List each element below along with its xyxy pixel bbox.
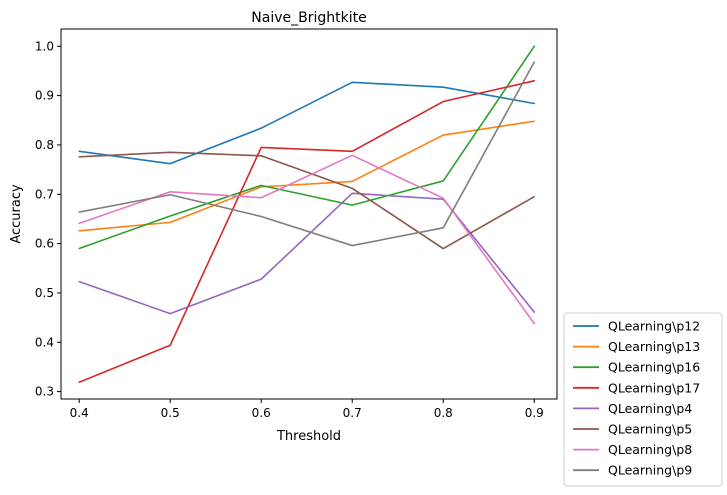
series-line-5: [78, 151, 536, 250]
y-tick-label: 0.4: [35, 335, 54, 349]
axis-layer: 0.4 0.5 0.6 0.7 0.8 0.9 0.3 0.4 0.5 0.6 0.7 0.8 0.9 1…: [35, 39, 544, 420]
chart-title: Naive_Brightkite: [251, 10, 366, 26]
y-tick-label: 0.6: [35, 237, 54, 251]
y-axis-label: Accuracy: [9, 184, 24, 244]
y-tick-label: 0.8: [35, 138, 54, 152]
legend-label: QLearning\p8: [608, 442, 692, 457]
x-tick-label: 0.6: [252, 406, 271, 420]
x-tick-label: 0.9: [525, 406, 544, 420]
y-tick-label: 0.5: [35, 286, 54, 300]
legend: QLearning\p12 QLearning\p13 QLearning\p16 Q…: [563, 312, 723, 487]
y-tick-label: 0.9: [35, 89, 54, 103]
legend-label: QLearning\p9: [608, 463, 692, 478]
x-tick-label: 0.8: [434, 406, 453, 420]
x-tick-label: 0.7: [343, 406, 362, 420]
y-tick-label: 0.3: [35, 385, 54, 399]
plot-frame: [60, 28, 558, 400]
y-tick-label: 1.0: [35, 39, 54, 53]
series-line-3: [78, 80, 536, 384]
series-line-4: [78, 192, 536, 315]
x-tick-label: 0.4: [70, 406, 89, 420]
series-line-7: [78, 61, 536, 247]
series-line-1: [78, 120, 536, 232]
legend-label: QLearning\p4: [608, 401, 692, 416]
legend-label: QLearning\p12: [608, 319, 700, 334]
x-axis-label: Threshold: [276, 429, 341, 444]
series-layer: [78, 45, 536, 384]
legend-label: QLearning\p13: [608, 339, 700, 354]
series-line-0: [78, 81, 536, 165]
plot-area: [60, 28, 558, 400]
x-tick-label: 0.5: [161, 406, 180, 420]
series-line-2: [78, 45, 536, 250]
series-line-6: [78, 154, 536, 325]
legend-label: QLearning\p17: [608, 380, 700, 395]
y-tick-label: 0.7: [35, 187, 54, 201]
legend-label: QLearning\p5: [608, 422, 692, 437]
legend-frame: [563, 312, 723, 487]
legend-label: QLearning\p16: [608, 360, 700, 375]
